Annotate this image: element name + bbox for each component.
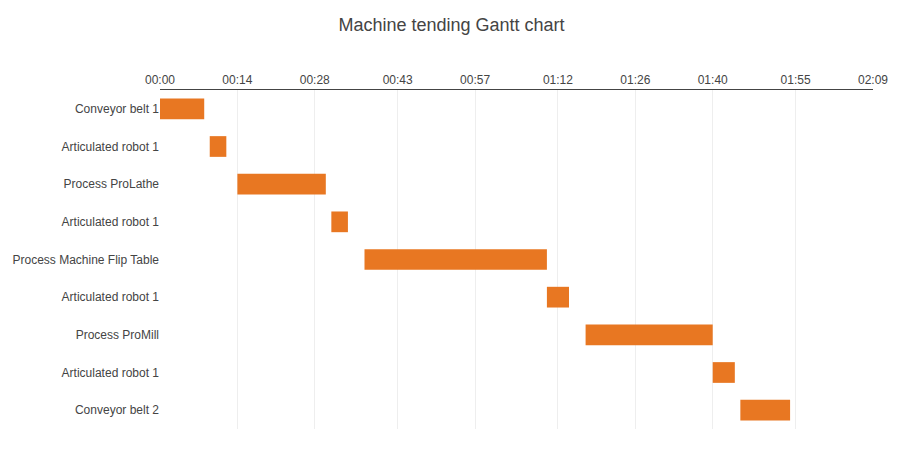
- svg-text:Process ProMill: Process ProMill: [76, 328, 159, 342]
- svg-text:00:00: 00:00: [145, 73, 175, 87]
- svg-text:01:12: 01:12: [543, 73, 573, 87]
- svg-text:00:14: 00:14: [222, 73, 252, 87]
- svg-text:01:40: 01:40: [698, 73, 728, 87]
- svg-text:Articulated robot 1: Articulated robot 1: [62, 140, 160, 154]
- svg-text:Articulated robot 1: Articulated robot 1: [62, 290, 160, 304]
- svg-text:Conveyor belt 1: Conveyor belt 1: [75, 102, 159, 116]
- svg-text:Articulated robot 1: Articulated robot 1: [62, 215, 160, 229]
- svg-text:00:43: 00:43: [383, 73, 413, 87]
- svg-text:Articulated robot 1: Articulated robot 1: [62, 366, 160, 380]
- svg-text:01:55: 01:55: [781, 73, 811, 87]
- svg-text:Conveyor belt 2: Conveyor belt 2: [75, 403, 159, 417]
- svg-text:02:09: 02:09: [858, 73, 888, 87]
- svg-text:00:28: 00:28: [300, 73, 330, 87]
- svg-text:Process ProLathe: Process ProLathe: [64, 177, 160, 191]
- svg-text:Process Machine Flip Table: Process Machine Flip Table: [12, 253, 159, 267]
- svg-text:00:57: 00:57: [460, 73, 490, 87]
- svg-text:01:26: 01:26: [620, 73, 650, 87]
- svg-text:Machine tending Gantt chart: Machine tending Gantt chart: [338, 15, 564, 35]
